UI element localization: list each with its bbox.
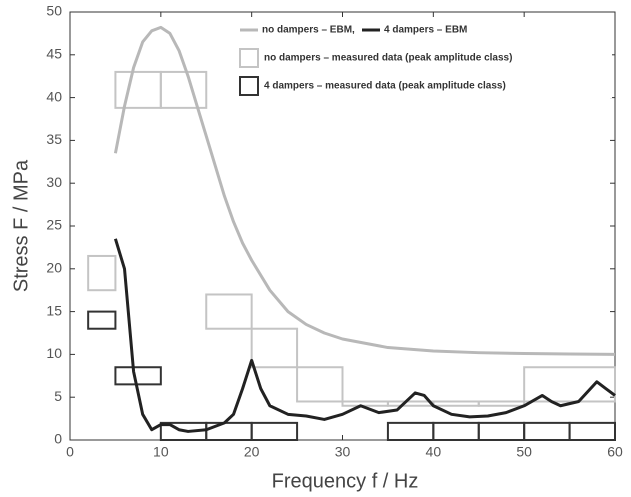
x-tick-label: 40 bbox=[426, 444, 442, 460]
x-tick-label: 10 bbox=[153, 444, 169, 460]
y-tick-label: 30 bbox=[46, 174, 62, 190]
x-tick-label: 30 bbox=[335, 444, 351, 460]
legend-label: 4 dampers – measured data (peak amplitud… bbox=[264, 81, 506, 92]
x-axis-label: Frequency f / Hz bbox=[272, 470, 419, 492]
y-tick-label: 20 bbox=[46, 260, 62, 276]
legend-swatch bbox=[239, 76, 259, 96]
legend-label: no dampers – EBM, bbox=[262, 25, 355, 36]
measured-box bbox=[205, 293, 253, 330]
line bbox=[113, 238, 616, 433]
legend-label: no dampers – measured data (peak amplitu… bbox=[264, 53, 512, 64]
x-tick-label: 0 bbox=[66, 444, 74, 460]
measured-box bbox=[250, 421, 299, 442]
measured-box bbox=[87, 254, 117, 292]
y-tick-label: 40 bbox=[46, 88, 62, 104]
y-axis-label: Stress F / MPa bbox=[10, 159, 32, 292]
y-tick-label: 15 bbox=[46, 302, 62, 318]
legend-swatch bbox=[239, 48, 259, 68]
measured-box bbox=[250, 327, 299, 369]
x-tick-label: 50 bbox=[516, 444, 532, 460]
measured-box bbox=[523, 366, 617, 403]
measured-box bbox=[568, 421, 616, 442]
x-tick-label: 20 bbox=[244, 444, 260, 460]
measured-box bbox=[159, 70, 208, 109]
measured-box bbox=[87, 310, 117, 330]
y-tick-label: 25 bbox=[46, 217, 62, 233]
legend-label: 4 dampers – EBM bbox=[384, 25, 467, 36]
legend bbox=[238, 18, 612, 98]
measured-box bbox=[477, 400, 526, 407]
y-tick-label: 5 bbox=[54, 388, 62, 404]
x-tick-label: 60 bbox=[607, 444, 623, 460]
y-tick-label: 10 bbox=[46, 345, 62, 361]
measured-box bbox=[114, 366, 162, 386]
line bbox=[113, 25, 616, 356]
y-tick-label: 50 bbox=[46, 3, 62, 19]
y-tick-label: 45 bbox=[46, 46, 62, 62]
measured-box bbox=[296, 366, 344, 403]
y-tick-label: 35 bbox=[46, 131, 62, 147]
y-tick-label: 0 bbox=[54, 431, 62, 447]
